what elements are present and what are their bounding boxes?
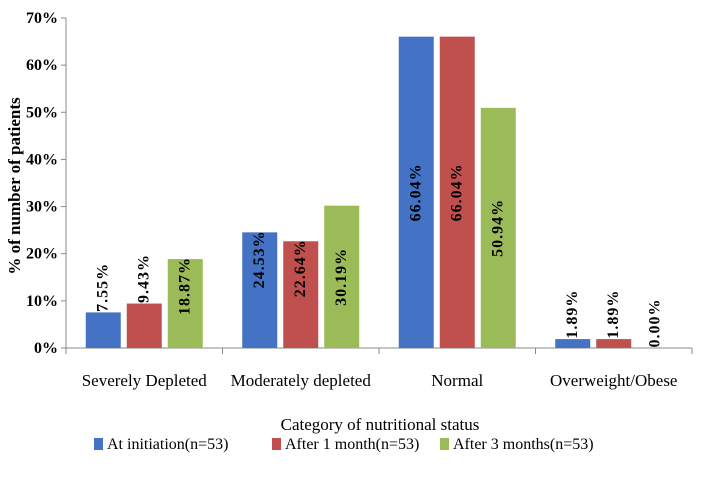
y-tick-label: 70% [26,10,58,27]
legend-label: After 1 month(n=53) [285,436,419,453]
bar [596,339,632,348]
legend: At initiation(n=53) After 1 month(n=53) Af… [94,436,594,453]
legend-label: At initiation(n=53) [107,436,228,453]
legend-swatch [272,438,281,450]
data-label: 9.43% [136,254,153,303]
bar [480,107,516,349]
x-axis-label: Category of nutritional status [281,415,480,434]
data-label: 18.87% [177,257,194,315]
legend-swatch [94,438,103,450]
bar [439,36,475,348]
data-label: 50.94% [490,199,507,257]
data-label: 1.89% [564,290,581,339]
bar [283,241,319,348]
category-label: Severely Depleted [82,371,208,390]
bar [126,303,162,348]
bar [167,259,203,348]
data-label: 66.04% [449,163,466,221]
data-label: 24.53% [251,230,268,288]
data-label: 66.04% [408,163,425,221]
y-tick-label: 50% [26,104,58,121]
data-label: 30.19% [333,248,350,306]
bar [398,36,434,348]
data-label: 7.55% [95,263,112,312]
bar [85,312,121,348]
data-label: 0.00% [646,299,663,348]
category-label: Overweight/Obese [550,371,677,390]
bars [85,36,632,349]
y-tick-label: 20% [26,246,58,263]
data-label: 22.64% [292,239,309,297]
y-tick-label: 0% [34,340,58,357]
bar [555,339,591,348]
data-labels: 7.55% 24.53% 66.04% 1.89% 9.43% 22.64% 66.04% 1… [95,163,664,347]
category-label: Normal [431,371,483,390]
axes: 0% 10% 20% 30% 40% 50% 60% 70% Severely Depleted… [26,10,693,390]
category-label: Moderately depleted [231,371,372,390]
data-label: 1.89% [605,290,622,339]
y-tick-label: 10% [26,293,58,310]
y-tick-label: 60% [26,57,58,74]
bar [242,232,278,348]
legend-swatch [440,438,449,450]
bar [324,205,360,348]
y-tick-label: 40% [26,151,58,168]
legend-label: After 3 months(n=53) [453,436,594,453]
y-axis-label: % of number of patients [5,97,24,275]
y-tick-label: 30% [26,199,58,216]
